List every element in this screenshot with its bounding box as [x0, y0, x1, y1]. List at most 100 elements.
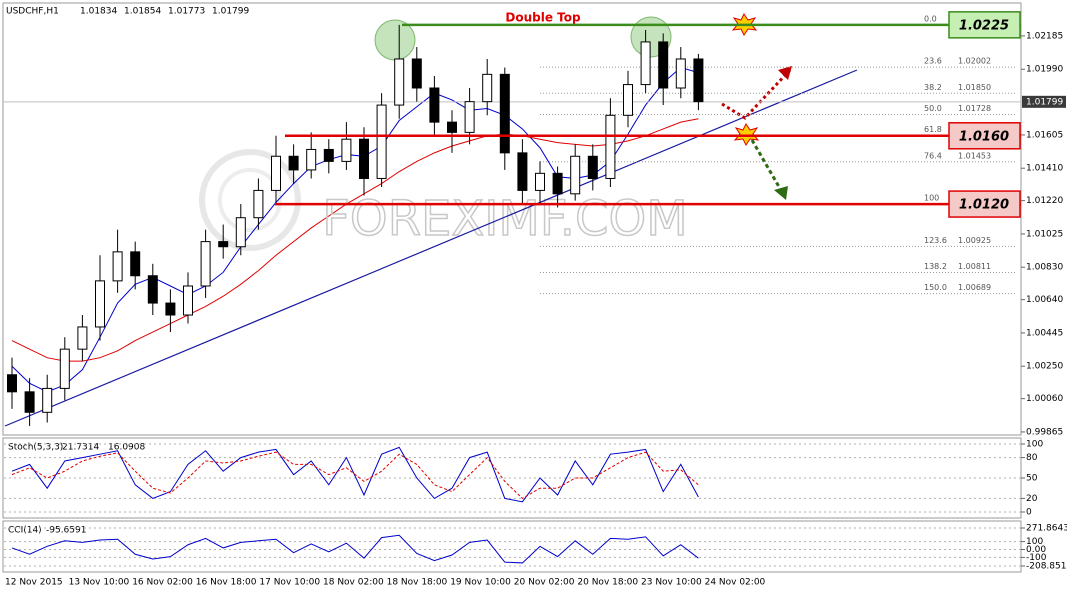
x-tick-label: 16 Nov 18:00: [196, 578, 257, 588]
candle-body: [165, 302, 176, 316]
cci-panel: [2, 520, 1022, 573]
y-tick-label: 1.00060: [1026, 394, 1063, 404]
key-level-label: 1.0120: [959, 198, 1009, 213]
candle-body: [570, 155, 581, 195]
candle-body: [394, 58, 405, 106]
y-tick-label: 0.00: [1026, 545, 1046, 555]
ohlc-value: 1.01773: [168, 7, 205, 17]
candle-body: [535, 172, 545, 191]
indicator-value: 21.7314: [62, 443, 99, 453]
x-tick-label: 19 Nov 10:00: [450, 578, 511, 588]
candle-body: [429, 87, 440, 123]
candle-body: [341, 138, 352, 162]
y-tick-label: 1.01410: [1026, 164, 1063, 174]
indicator-line: [11, 451, 699, 500]
y-tick-label: 1.00445: [1026, 328, 1063, 338]
y-tick-label: 271.8643: [1026, 523, 1067, 533]
key-level-box: [948, 11, 1021, 39]
indicator-value: -95.6591: [46, 526, 86, 536]
candle-body: [464, 101, 475, 133]
fib-ratio: 61.8: [924, 125, 942, 134]
candle-body: [218, 241, 229, 248]
y-tick-label: 1.01025: [1026, 229, 1063, 239]
candle-body: [24, 391, 35, 413]
candle-body: [517, 152, 528, 191]
candle-body: [271, 155, 281, 191]
x-tick-label: 20 Nov 02:00: [514, 578, 575, 588]
candle-body: [675, 58, 686, 89]
y-tick-label: 0: [1026, 508, 1032, 518]
indicator-title: Stoch(5,3,3): [8, 443, 63, 453]
x-tick-label: 17 Nov 10:00: [259, 578, 320, 588]
candle-body: [253, 189, 264, 219]
candle-body: [77, 326, 88, 350]
x-tick-label: 24 Nov 02:00: [705, 578, 766, 588]
x-tick-label: 12 Nov 2015: [5, 578, 63, 588]
y-tick-label: -208.8519: [1026, 562, 1067, 572]
x-tick-label: 20 Nov 18:00: [577, 578, 638, 588]
candle-body: [482, 73, 493, 103]
fib-ratio: 138.2: [924, 262, 947, 271]
y-tick-label: 50: [1026, 474, 1038, 484]
fib-price: 1.01453: [958, 151, 991, 160]
fib-price: 1.00925: [958, 236, 991, 245]
indicator-title: CCI(14): [8, 526, 42, 536]
fib-ratio: 50.0: [924, 104, 942, 113]
candle-body: [130, 251, 141, 277]
trendline: [4, 69, 858, 427]
x-tick-label: 16 Nov 02:00: [132, 578, 193, 588]
x-tick-label: 23 Nov 10:00: [641, 578, 702, 588]
y-tick-label: 1.00250: [1026, 362, 1063, 372]
x-tick-label: 18 Nov 18:00: [387, 578, 448, 588]
y-tick-label: 1.01990: [1026, 65, 1063, 75]
watermark: FOREXIMF.COM: [322, 191, 687, 247]
fib-ratio: 100: [924, 194, 939, 203]
candle-body: [183, 285, 193, 316]
key-level-box: [948, 122, 1021, 150]
fib-ratio: 150.0: [924, 283, 947, 292]
current-price-box: [1022, 95, 1066, 108]
indicator-line: [11, 534, 699, 564]
fib-ratio: 123.6: [924, 236, 947, 245]
indicator-value: 16.0908: [108, 443, 145, 453]
key-level-box: [948, 190, 1021, 218]
x-tick-label: 13 Nov 10:00: [69, 578, 130, 588]
y-tick-label: 100: [1026, 439, 1043, 449]
ma-slow: [11, 118, 699, 362]
candle-body: [200, 241, 211, 287]
candle-body: [112, 251, 123, 282]
candle-body: [658, 41, 669, 89]
ohlc-value: 1.01854: [124, 7, 161, 17]
y-tick-label: 1.00830: [1026, 263, 1063, 273]
y-tick-label: 80: [1026, 453, 1038, 463]
candle-body: [640, 41, 651, 86]
candle-body: [359, 138, 369, 179]
y-tick-label: 1.01220: [1026, 196, 1063, 206]
x-tick-label: 18 Nov 02:00: [323, 578, 384, 588]
watermark-logo: [199, 149, 301, 251]
fib-price: 1.02002: [958, 57, 991, 66]
candle-body: [42, 387, 53, 413]
candle-body: [623, 84, 633, 116]
y-tick-label: 1.00640: [1026, 295, 1063, 305]
main-panel: [2, 2, 1022, 436]
candle-body: [411, 58, 422, 89]
current-price-label: 1.01799: [1026, 97, 1063, 107]
candle-body: [59, 348, 70, 389]
candle-body: [288, 155, 299, 171]
y-tick-label: 1.02185: [1026, 31, 1063, 41]
y-tick-label: 100: [1026, 537, 1043, 547]
key-level-label: 1.0225: [959, 18, 1009, 33]
fib-price: 1.01728: [958, 104, 991, 113]
candle-body: [605, 114, 616, 179]
y-tick-label: 20: [1026, 494, 1038, 504]
candle-body: [376, 104, 387, 179]
ohlc-value: 1.01834: [80, 7, 117, 17]
candle-body: [447, 121, 457, 133]
fib-price: 1.00811: [958, 262, 991, 271]
y-tick-label: 1.01605: [1026, 130, 1063, 140]
candle-body: [552, 172, 563, 195]
candle-body: [587, 155, 598, 179]
